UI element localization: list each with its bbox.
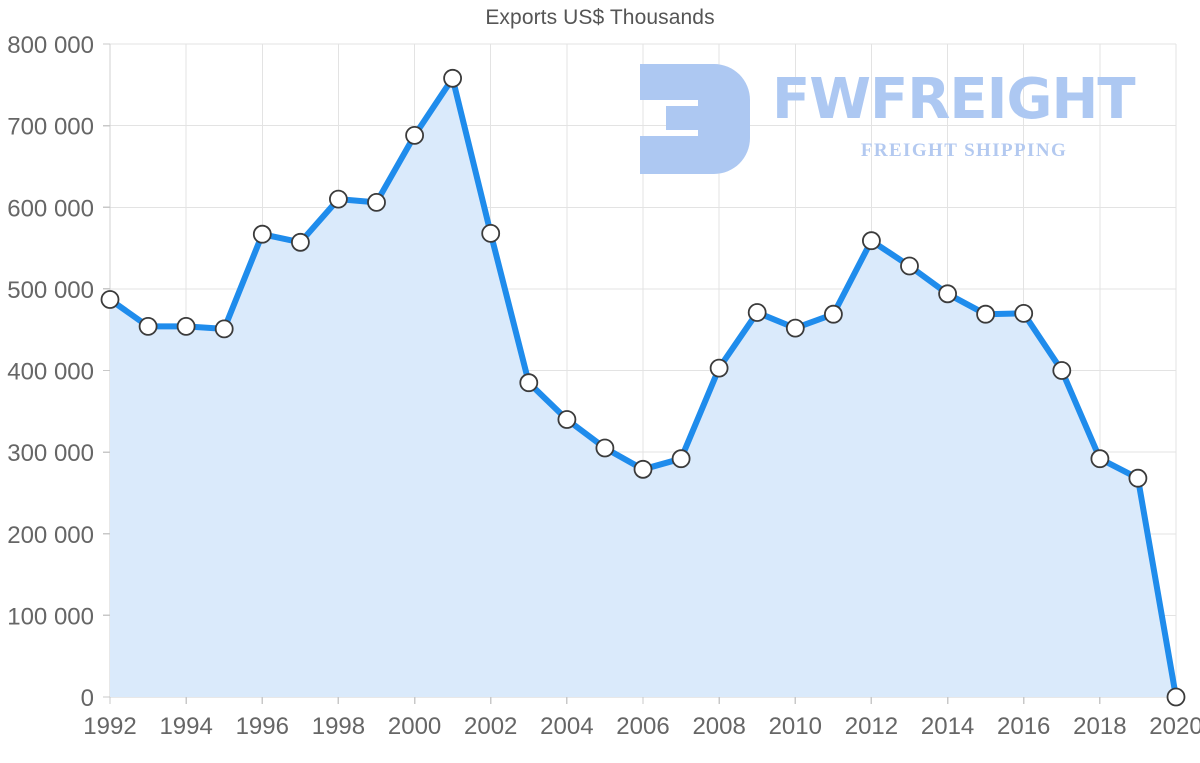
x-axis-tick-label: 2012: [845, 713, 898, 740]
x-axis-tick-label: 1992: [83, 713, 136, 740]
x-axis-tick-label: 1998: [312, 713, 365, 740]
y-axis-tick-label: 100 000: [7, 603, 94, 630]
x-axis-tick-label: 2014: [921, 713, 974, 740]
x-axis-tick-label: 2018: [1073, 713, 1126, 740]
x-axis-tick-label: 2008: [692, 713, 745, 740]
x-axis-tick-label: 2016: [997, 713, 1050, 740]
x-axis-tick-label: 2004: [540, 713, 593, 740]
x-axis-tick-label: 2002: [464, 713, 517, 740]
y-axis-tick-label: 0: [81, 685, 94, 712]
x-axis-tick-labels: 1992 1994 1996 1998 2000 2002 2004 2006 2008 2010…: [83, 713, 1200, 740]
series-markers: [100, 68, 1186, 707]
chart-title: Exports US$ Thousands: [485, 6, 715, 29]
y-axis-tick-label: 200 000: [7, 522, 94, 549]
x-axis-tick-label: 2000: [388, 713, 441, 740]
y-axis-tick-label: 300 000: [7, 440, 94, 467]
x-axis-tick-label: 2006: [616, 713, 669, 740]
y-axis-tick-label: 600 000: [7, 195, 94, 222]
y-axis-tick-label: 400 000: [7, 359, 94, 386]
y-axis-tick-label: 800 000: [7, 32, 94, 59]
x-axis-tick-label: 1996: [236, 713, 289, 740]
x-axis-tick-label: 2020: [1149, 713, 1200, 740]
x-axis-tick-label: 2010: [769, 713, 822, 740]
y-axis-tick-labels: 0 100 000 200 000 300 000 400 000 500 000 600 …: [7, 32, 94, 712]
series-area-fill: [110, 78, 1176, 698]
y-axis-tick-label: 500 000: [7, 277, 94, 304]
x-axis-tick-label: 1994: [159, 713, 212, 740]
y-axis-tick-label: 700 000: [7, 114, 94, 141]
